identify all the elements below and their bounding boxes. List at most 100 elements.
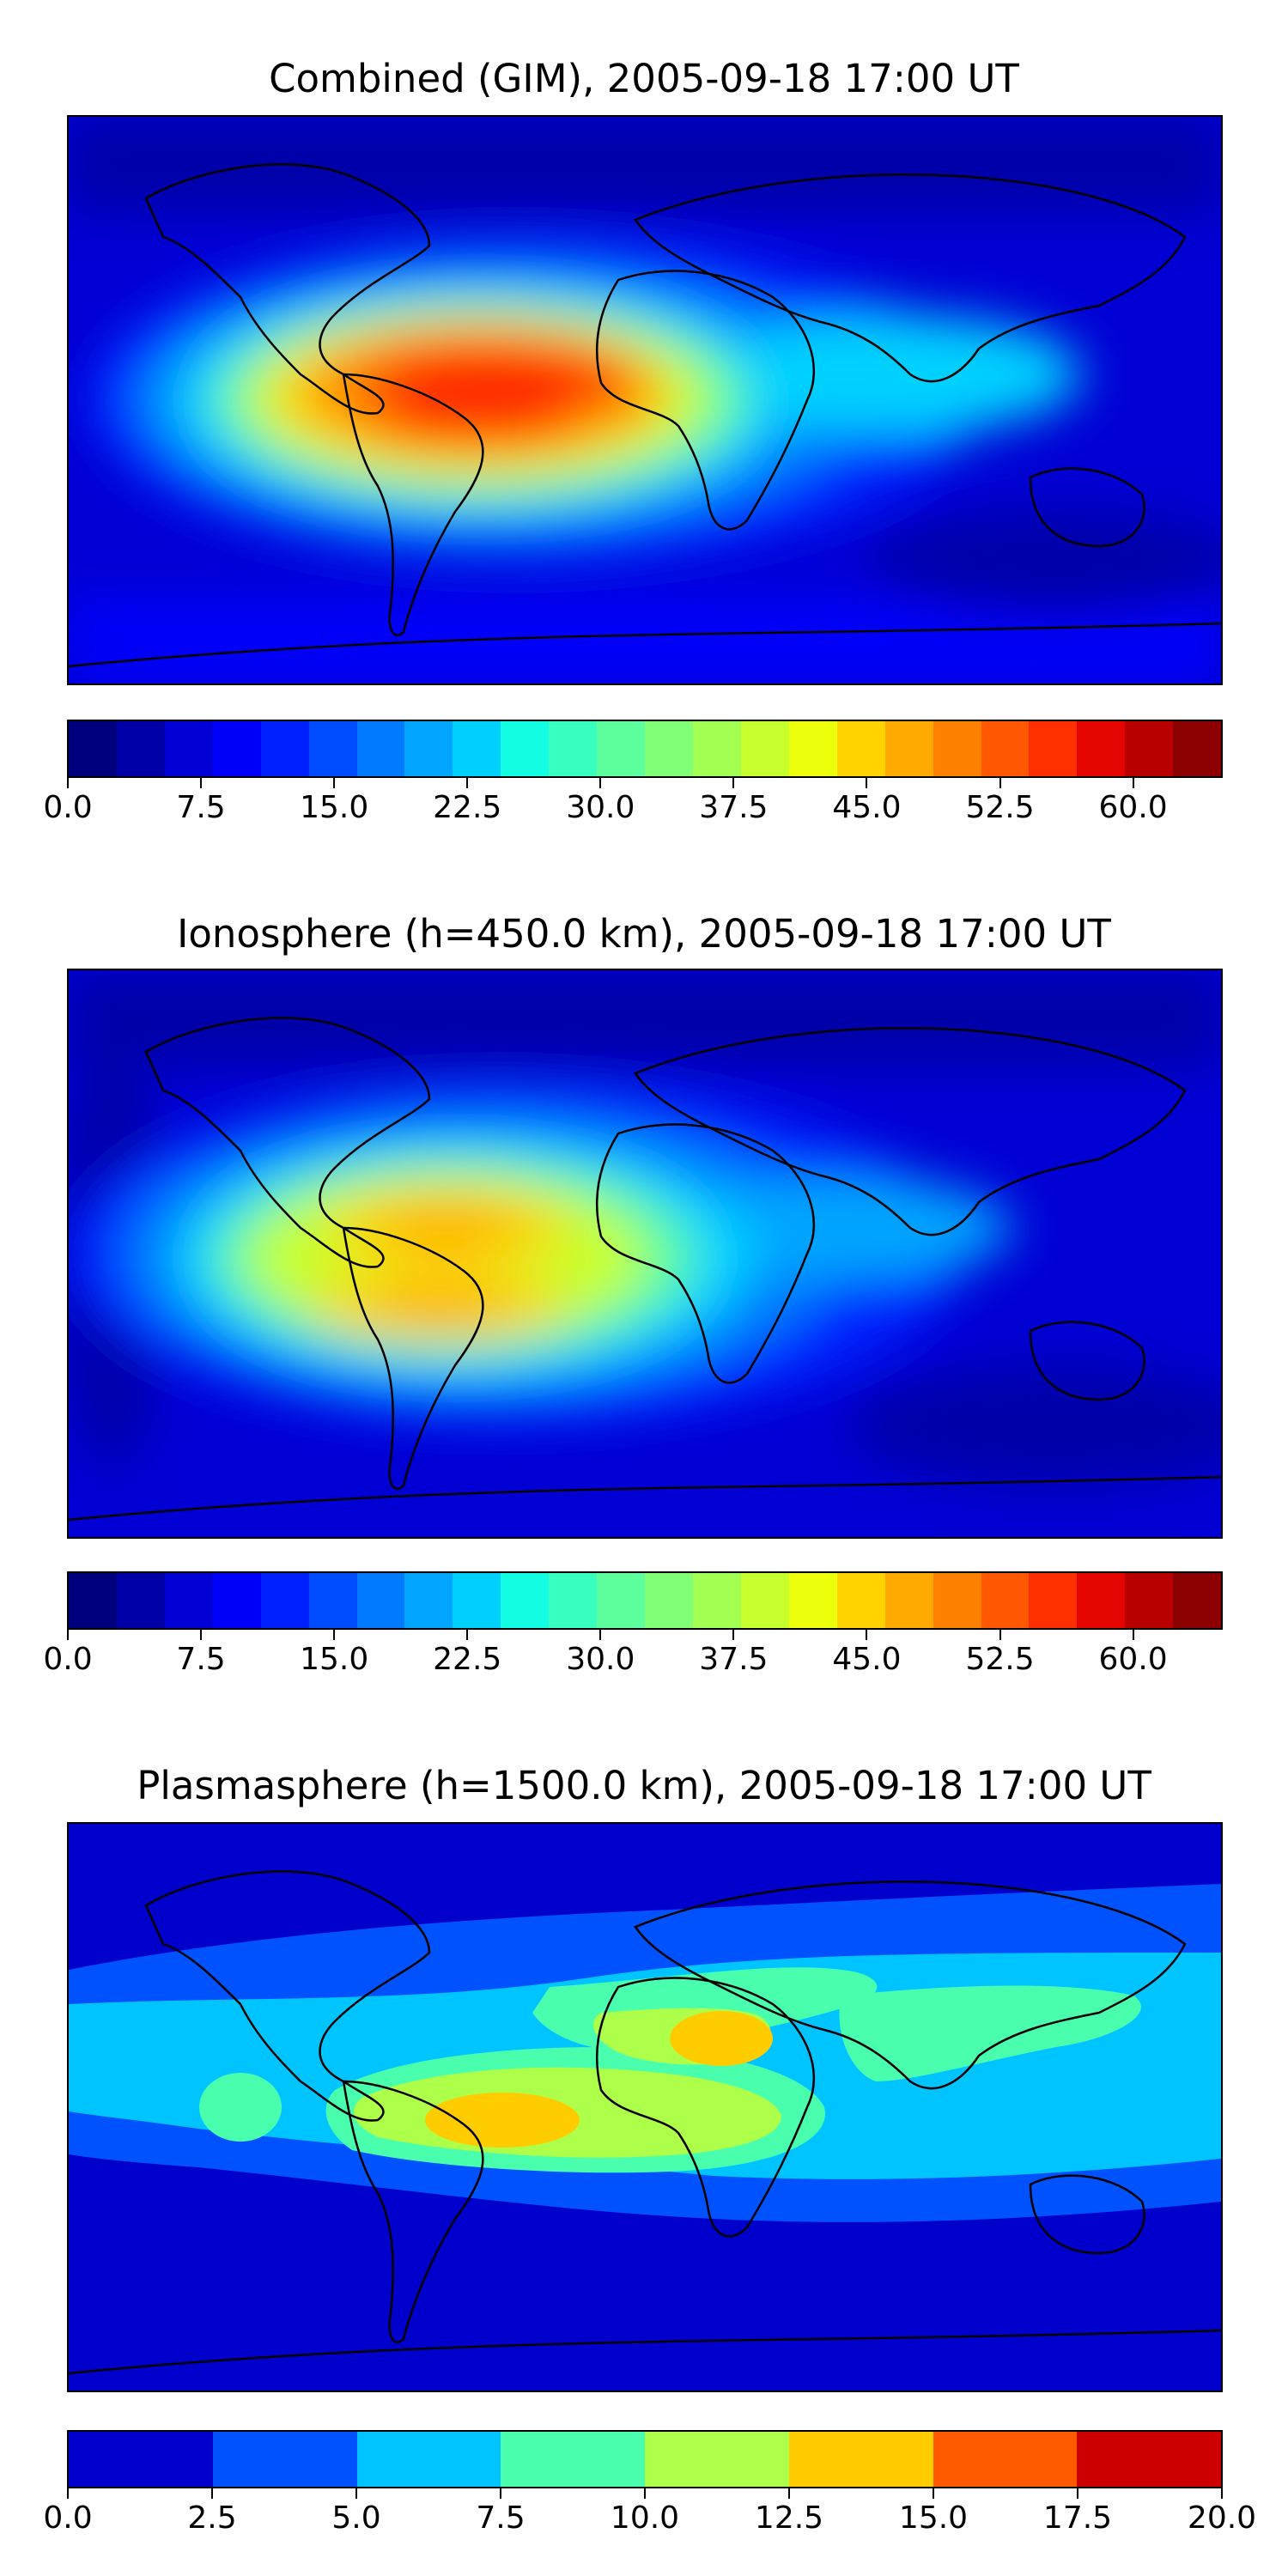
colorbar-segment: [308, 1573, 357, 1628]
colorbar-tick-label: 52.5: [965, 790, 1035, 825]
coastline-overlay-2: [69, 1017, 1221, 1522]
colorbar-segment: [1029, 721, 1078, 776]
colorbar-segment: [645, 721, 693, 776]
colorbar-tick: [732, 1630, 735, 1640]
colorbar-segment: [740, 1573, 789, 1628]
colorbar-tick-label: 17.5: [1042, 2500, 1113, 2536]
colorbar-tick: [67, 1630, 69, 1640]
colorbar-tick: [67, 778, 69, 788]
colorbar-segment: [692, 1573, 741, 1628]
coastline-overlay-1: [69, 163, 1221, 668]
colorbar-segment: [549, 721, 598, 776]
colorbar-segment: [884, 1573, 933, 1628]
colorbar-segment: [501, 721, 550, 776]
colorbar-tick: [599, 778, 602, 788]
colorbar-segment: [1077, 2432, 1221, 2487]
colorbar-segment: [116, 721, 165, 776]
colorbar-tick: [599, 1630, 602, 1640]
colorbar-tick: [732, 778, 735, 788]
colorbar-tick-label: 10.0: [610, 2500, 680, 2536]
colorbar-segment: [212, 1573, 261, 1628]
colorbar-tick-label: 15.0: [898, 2500, 969, 2536]
coastline-overlay-3: [69, 1870, 1221, 2375]
colorbar-segment: [740, 721, 789, 776]
colorbar-tick-label: 30.0: [566, 1642, 635, 1677]
panel-2-title: Ionosphere (h=450.0 km), 2005-09-18 17:0…: [177, 911, 1111, 957]
colorbar-tick: [211, 2488, 213, 2499]
colorbar-segment: [1077, 721, 1126, 776]
colorbar-tick-label: 30.0: [566, 790, 635, 825]
colorbar-tick-label: 7.5: [176, 790, 226, 825]
panel-3-map: [67, 1822, 1223, 2392]
colorbar-segment: [788, 721, 837, 776]
colorbar-segment: [1173, 1573, 1222, 1628]
colorbar-segment: [164, 1573, 213, 1628]
colorbar-tick: [999, 778, 1001, 788]
colorbar-segment: [933, 2432, 1078, 2487]
colorbar-tick-label: 0.0: [43, 790, 93, 825]
colorbar-tick-label: 7.5: [476, 2500, 526, 2536]
colorbar-segment: [212, 2432, 357, 2487]
colorbar-segment: [788, 1573, 837, 1628]
colorbar-segment: [597, 1573, 646, 1628]
colorbar-tick-label: 37.5: [699, 1642, 769, 1677]
colorbar-tick-label: 15.0: [300, 790, 369, 825]
colorbar-segment: [69, 721, 117, 776]
panel-3-title: Plasmasphere (h=1500.0 km), 2005-09-18 1…: [137, 1763, 1151, 1808]
colorbar-tick: [333, 778, 336, 788]
colorbar-tick-label: 45.0: [832, 790, 902, 825]
colorbar-segment: [836, 721, 885, 776]
colorbar-segment: [164, 721, 213, 776]
colorbar-segment: [981, 1573, 1030, 1628]
panel-2-colorbar: [67, 1571, 1223, 1630]
colorbar-tick-label: 22.5: [433, 1642, 502, 1677]
colorbar-segment: [501, 1573, 550, 1628]
colorbar-segment: [1173, 721, 1222, 776]
colorbar-tick: [466, 1630, 469, 1640]
colorbar-segment: [1077, 1573, 1126, 1628]
colorbar-tick: [1077, 2488, 1078, 2499]
colorbar-tick: [999, 1630, 1001, 1640]
colorbar-tick: [67, 2488, 69, 2499]
colorbar-tick: [200, 778, 203, 788]
colorbar-tick: [500, 2488, 501, 2499]
colorbar-tick-label: 0.0: [43, 2500, 93, 2536]
colorbar-segment: [453, 721, 501, 776]
colorbar-segment: [260, 721, 309, 776]
colorbar-segment: [356, 1573, 405, 1628]
colorbar-segment: [212, 721, 261, 776]
colorbar-segment: [933, 1573, 981, 1628]
colorbar-segment: [645, 2432, 789, 2487]
colorbar-segment: [69, 1573, 117, 1628]
colorbar-segment: [356, 2432, 501, 2487]
colorbar-segment: [1029, 1573, 1078, 1628]
colorbar-segment: [260, 1573, 309, 1628]
panel-1-map: [67, 115, 1223, 685]
colorbar-tick: [333, 1630, 336, 1640]
colorbar-segment: [69, 2432, 213, 2487]
colorbar-segment: [356, 721, 405, 776]
colorbar-segment: [453, 1573, 501, 1628]
colorbar-segment: [549, 1573, 598, 1628]
colorbar-tick: [933, 2488, 934, 2499]
colorbar-segment: [597, 721, 646, 776]
colorbar-tick-label: 5.0: [331, 2500, 381, 2536]
colorbar-tick-label: 7.5: [176, 1642, 226, 1677]
colorbar-segment: [933, 721, 981, 776]
colorbar-tick: [355, 2488, 357, 2499]
colorbar-segment: [404, 1573, 453, 1628]
colorbar-tick-label: 20.0: [1187, 2500, 1257, 2536]
colorbar-segment: [404, 721, 453, 776]
colorbar-tick: [1221, 2488, 1223, 2499]
colorbar-tick-label: 2.5: [187, 2500, 237, 2536]
colorbar-tick: [200, 1630, 203, 1640]
colorbar-segment: [116, 1573, 165, 1628]
colorbar-tick-label: 37.5: [699, 790, 769, 825]
colorbar-segment: [645, 1573, 693, 1628]
panel-3-colorbar: [67, 2430, 1223, 2488]
colorbar-segment: [692, 721, 741, 776]
colorbar-tick-label: 60.0: [1098, 790, 1168, 825]
colorbar-tick-label: 12.5: [754, 2500, 824, 2536]
panel-1-title: Combined (GIM), 2005-09-18 17:00 UT: [269, 56, 1019, 101]
colorbar-tick: [788, 2488, 790, 2499]
